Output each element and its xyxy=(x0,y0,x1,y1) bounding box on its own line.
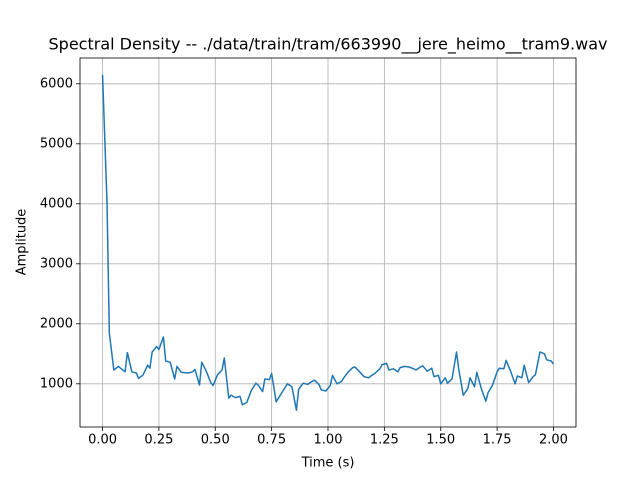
plot-frame xyxy=(79,57,577,428)
y-tick-label: 3000 xyxy=(40,256,73,271)
data-line xyxy=(101,74,555,411)
x-tick-label: 0.00 xyxy=(88,433,117,448)
x-tick-label: 1.50 xyxy=(426,433,455,448)
x-tick-label: 1.00 xyxy=(314,433,343,448)
y-tick-label: 1000 xyxy=(40,376,73,391)
x-tick-label: 1.25 xyxy=(370,433,399,448)
y-tick-label: 6000 xyxy=(40,76,73,91)
y-tick-label: 4000 xyxy=(40,196,73,211)
y-tick-label: 2000 xyxy=(40,316,73,331)
x-tick-label: 1.75 xyxy=(483,433,512,448)
x-tick-label: 0.50 xyxy=(201,433,230,448)
x-tick-label: 0.25 xyxy=(144,433,173,448)
x-axis-label: Time (s) xyxy=(301,456,355,471)
y-axis-label: Amplitude xyxy=(15,209,30,276)
x-tick-label: 2.00 xyxy=(539,433,568,448)
chart-title: Spectral Density -- ./data/train/tram/66… xyxy=(49,35,608,55)
y-tick-label: 5000 xyxy=(40,136,73,151)
x-tick-label: 0.75 xyxy=(257,433,286,448)
